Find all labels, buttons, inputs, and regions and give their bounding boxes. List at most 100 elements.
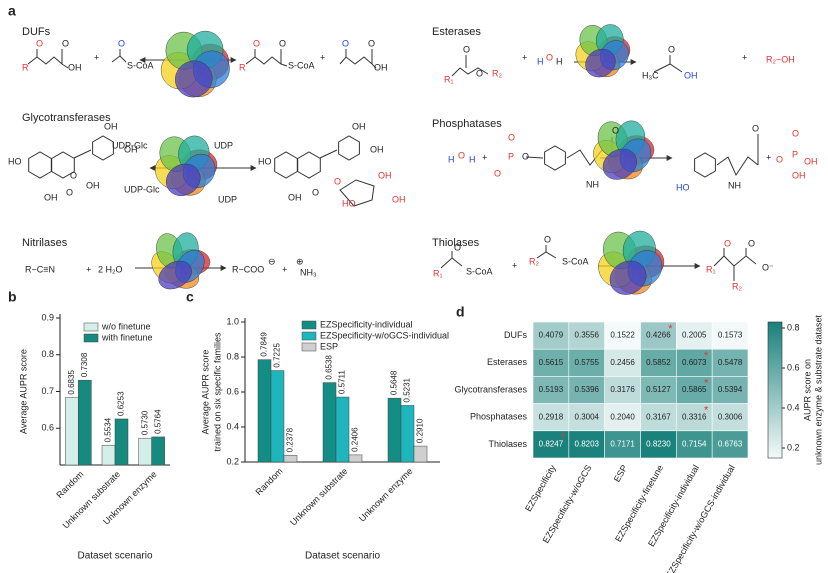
chem-label: O bbox=[334, 176, 341, 186]
legend-swatch bbox=[301, 342, 317, 352]
chem-label: O bbox=[463, 44, 470, 54]
chem-label: ⊕ bbox=[296, 256, 304, 266]
y-tick-label: 0.9 bbox=[41, 312, 54, 322]
x-tick-label: Unknown enzyme bbox=[357, 466, 415, 524]
chem-label: H bbox=[537, 56, 544, 66]
legend-swatch bbox=[83, 322, 99, 332]
cell-label: 0.3316 bbox=[682, 412, 707, 421]
cell-label: 0.2040 bbox=[610, 412, 635, 421]
heat-cell bbox=[568, 376, 605, 404]
cell-label: 0.2005 bbox=[682, 331, 707, 340]
value-label: 0.5231 bbox=[403, 377, 412, 402]
cell-label: 0.2918 bbox=[539, 412, 564, 421]
row-label: Esterases bbox=[487, 357, 528, 367]
bond bbox=[440, 257, 463, 269]
legend-swatch bbox=[301, 331, 317, 341]
cell-label: 0.7154 bbox=[682, 440, 707, 449]
value-label: 0.6253 bbox=[117, 391, 126, 416]
chem-label: ⊖ bbox=[268, 256, 276, 266]
chem-label: HO bbox=[342, 198, 356, 208]
panel-label: b bbox=[8, 289, 17, 305]
heat-cell bbox=[676, 321, 713, 350]
cell-label: 0.8230 bbox=[646, 440, 671, 449]
chem-label: UDP-Glc bbox=[124, 184, 160, 194]
chem-label: O bbox=[546, 52, 553, 62]
cell-label: 0.6763 bbox=[718, 440, 743, 449]
colorbar-tick-label: 0.6 bbox=[787, 362, 800, 372]
chem-label: O bbox=[458, 150, 465, 160]
ring bbox=[51, 151, 75, 179]
value-label: 0.6538 bbox=[325, 355, 334, 380]
bond bbox=[27, 56, 63, 65]
ring bbox=[274, 151, 298, 179]
bar bbox=[138, 437, 152, 466]
legend-label: w/o finetune bbox=[101, 321, 151, 331]
chem-label: O bbox=[368, 38, 375, 48]
chem-label: R₂ bbox=[529, 256, 539, 266]
chem-label: NH bbox=[728, 180, 741, 190]
bar bbox=[387, 397, 402, 463]
bond bbox=[319, 149, 338, 159]
panel-label: d bbox=[456, 304, 465, 320]
heat-cell bbox=[640, 430, 677, 459]
chem-label: OH bbox=[378, 170, 392, 180]
chem-label: S-CoA bbox=[127, 60, 154, 70]
chem-label: H bbox=[469, 154, 476, 164]
heat-cell bbox=[640, 348, 677, 377]
chem-label: O bbox=[494, 168, 501, 178]
bar bbox=[270, 370, 285, 463]
cell-label: 0.3176 bbox=[610, 385, 635, 394]
chem-label: H bbox=[556, 56, 563, 66]
y-tick-label: 1.0 bbox=[226, 316, 239, 326]
row-label: Phosphatases bbox=[470, 412, 528, 422]
bond bbox=[716, 156, 759, 177]
heat-cell bbox=[532, 403, 570, 432]
heat-cell bbox=[676, 403, 713, 432]
cell-label: 0.5396 bbox=[575, 385, 600, 394]
ring bbox=[28, 151, 52, 179]
reaction-name: Phosphatases bbox=[432, 118, 502, 130]
y-tick-label: 0.2 bbox=[226, 456, 239, 466]
chem-label: O bbox=[544, 234, 551, 244]
chem-label: OH bbox=[392, 194, 406, 204]
cell-label: 0.6073 bbox=[682, 358, 707, 367]
chem-label: + bbox=[94, 52, 99, 62]
bond bbox=[525, 156, 544, 159]
cell-label: 0.5394 bbox=[718, 385, 743, 394]
bar bbox=[65, 397, 79, 466]
colorbar bbox=[767, 321, 783, 459]
reaction-name: Esterases bbox=[432, 26, 481, 38]
bond bbox=[371, 63, 377, 69]
heat-cell bbox=[604, 348, 641, 377]
chem-label: OH bbox=[86, 180, 100, 190]
cell-label: 0.2456 bbox=[610, 358, 635, 367]
chem-label: OH bbox=[44, 192, 58, 202]
chem-label: R−COO bbox=[232, 264, 264, 274]
chem-label: R₂−OH bbox=[766, 54, 795, 64]
legend-swatch bbox=[83, 333, 99, 343]
chem-label: + bbox=[766, 152, 771, 162]
chem-label: O bbox=[279, 38, 286, 48]
chem-label: O bbox=[253, 38, 260, 48]
value-label: 0.5730 bbox=[140, 410, 149, 435]
ring bbox=[92, 135, 114, 161]
bar bbox=[283, 455, 298, 463]
chem-label: + bbox=[742, 52, 747, 62]
value-label: 0.5648 bbox=[390, 370, 399, 395]
y-tick-label: 0.6 bbox=[226, 386, 239, 396]
y-tick-label: 0.8 bbox=[226, 351, 239, 361]
chem-label: R−C≡N bbox=[25, 264, 55, 274]
chem-label: O bbox=[70, 170, 77, 180]
row-label: Glycotransferases bbox=[454, 384, 527, 394]
chem-label: O bbox=[752, 123, 759, 133]
heat-cell bbox=[711, 348, 749, 377]
chem-label: O bbox=[454, 242, 461, 252]
bar bbox=[413, 445, 428, 463]
chem-label: O bbox=[612, 125, 619, 135]
heat-cell bbox=[568, 348, 605, 377]
protein-blob bbox=[602, 148, 637, 180]
cell-label: 0.5615 bbox=[539, 358, 564, 367]
value-label: 0.5711 bbox=[338, 370, 347, 394]
chem-label: H₃C bbox=[642, 70, 659, 80]
